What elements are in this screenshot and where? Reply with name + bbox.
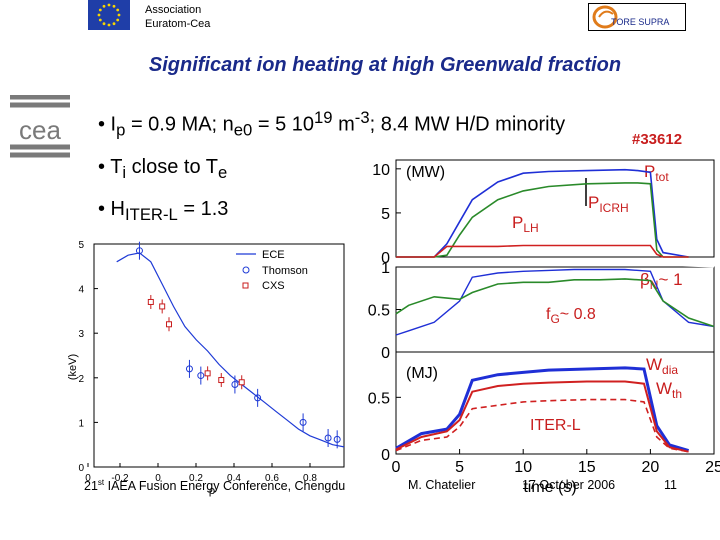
tore-supra-logo: TORE SUPRA: [588, 3, 686, 31]
profile-xtick-label: -0.2: [111, 473, 129, 484]
tt-xtick-label: 25: [705, 459, 720, 476]
panel-energy-unit: (MJ): [406, 365, 438, 382]
thomson-point: [197, 372, 205, 380]
footer-date: 17 October 2006: [522, 478, 616, 492]
profile-xtick-label: 0.8: [303, 473, 317, 484]
slide-title: Significant ion heating at high Greenwal…: [148, 54, 622, 76]
iter-l-label: ITER-L: [530, 417, 581, 434]
p-tot-label: Ptot: [644, 162, 669, 184]
legend-cxs-label: CXS: [262, 280, 285, 292]
eu-stars-icon: [97, 3, 121, 27]
profile-xtick-label: 0: [85, 473, 91, 484]
tt-ytick-label: 10: [372, 162, 390, 179]
profile-ytick-label: 5: [78, 240, 84, 251]
tt-ytick-label: 1: [381, 260, 390, 277]
profile-xtick-label: 0: [155, 473, 161, 484]
thomson-point: [254, 394, 262, 402]
profile-xtick-label: 0.6: [265, 473, 279, 484]
tore-supra-swirl-icon: [592, 5, 618, 29]
profile-ytick-label: 1: [78, 418, 84, 429]
fg-line: [395, 278, 715, 328]
profile-ytick-label: 4: [78, 285, 84, 296]
thomson-point: [231, 380, 239, 388]
tt-ytick-label: 0.5: [368, 390, 390, 407]
cxs-point: [166, 321, 172, 328]
profile-chart-frame: [93, 243, 345, 468]
cea-logo-mark: cea: [19, 115, 61, 145]
cxs-point: [147, 298, 154, 305]
header-euratom: Euratom-Cea: [145, 18, 211, 30]
profile-ytick-label: 0: [78, 463, 84, 474]
panel-power-unit: (MW): [406, 164, 445, 181]
p-icrh-line: [396, 182, 689, 258]
thomson-point: [324, 434, 332, 442]
legend-thomson-label: Thomson: [262, 265, 308, 277]
bullet-h-iter: • HITER-L = 1.3: [98, 197, 229, 224]
thomson-series: [135, 241, 341, 449]
thomson-point: [299, 418, 307, 426]
w-dia-label: Wdia: [646, 355, 678, 377]
w-dia-line: [395, 366, 690, 453]
footer-author: M. Chatelier: [408, 478, 476, 492]
tt-xtick-label: 15: [578, 459, 596, 476]
tt-ytick-label: 0: [381, 447, 390, 464]
ece-series: [116, 252, 345, 448]
profile-xlabel: ρ: [209, 485, 215, 497]
header-association: Association: [145, 4, 202, 16]
p-tot-line: [396, 168, 689, 258]
legend-thomson-swatch: [242, 266, 250, 274]
profile-legend: ECE Thomson CXS: [236, 249, 308, 292]
tt-xtick-label: 20: [642, 459, 660, 476]
profile-chart: (keV) ρ 0 1 2 3 4 5 0 -0.2 0 0.2 0.4 0.6 0.8 ECE Th…: [67, 240, 345, 497]
w-th-label: Wth: [656, 379, 682, 401]
tt-xtick-label: 5: [455, 459, 464, 476]
p-icrh-label: PICRH: [588, 193, 629, 215]
bullet-ti-te: • Ti close to Te: [98, 155, 228, 182]
cxs-point: [204, 370, 211, 377]
panel-power-frame: [395, 159, 715, 258]
tt-ytick-label: 0: [381, 345, 390, 362]
shot-number: #33612: [632, 131, 683, 148]
profile-ytick-label: 2: [78, 374, 84, 385]
fg-label: fG~ 0.8: [546, 306, 596, 326]
ece-line: [116, 252, 345, 448]
tt-xtick-label: 0: [392, 459, 401, 476]
legend-ece-label: ECE: [262, 249, 285, 261]
header-org: Association Euratom-Cea: [145, 3, 210, 31]
iter-l-line: [395, 398, 689, 453]
beta-n-line: [395, 268, 715, 336]
cxs-series: [147, 294, 245, 390]
tt-xtick-label: 10: [514, 459, 532, 476]
footer-page-number: 11: [664, 478, 677, 492]
tt-xlabel: time (s): [523, 479, 576, 496]
bullet-plasma-params: • Ip = 0.9 MA; ne0 = 5 1019 m-3; 8.4 MW …: [98, 108, 566, 140]
eu-flag-logo: [88, 0, 130, 30]
thomson-point: [333, 435, 341, 443]
tt-ytick-label: 5: [381, 206, 390, 223]
profile-xtick-label: 0.4: [227, 473, 241, 484]
tt-ytick-label: 0.5: [368, 303, 390, 320]
cxs-point: [159, 303, 166, 310]
thomson-point: [135, 247, 143, 255]
tore-supra-label: TORE SUPRA: [611, 17, 670, 27]
footer-conference: 21st IAEA Fusion Energy Conference, Chen…: [84, 478, 346, 494]
profile-ylabel: (keV): [67, 354, 79, 380]
profile-ytick-label: 3: [78, 329, 84, 340]
p-lh-label: PLH: [512, 213, 539, 235]
w-th-line: [395, 380, 689, 453]
cea-logo: cea: [10, 95, 70, 158]
cxs-point: [218, 377, 225, 384]
p-lh-line: [396, 244, 689, 258]
panel-energy-frame: [395, 351, 715, 455]
thomson-point: [185, 365, 193, 373]
tt-ytick-label: 0: [381, 250, 390, 267]
legend-cxs-swatch: [242, 282, 249, 289]
profile-xtick-label: 0.2: [189, 473, 203, 484]
bullet-list: • Ip = 0.9 MA; ne0 = 5 1019 m-3; 8.4 MW …: [98, 100, 565, 233]
cxs-point: [238, 379, 245, 386]
